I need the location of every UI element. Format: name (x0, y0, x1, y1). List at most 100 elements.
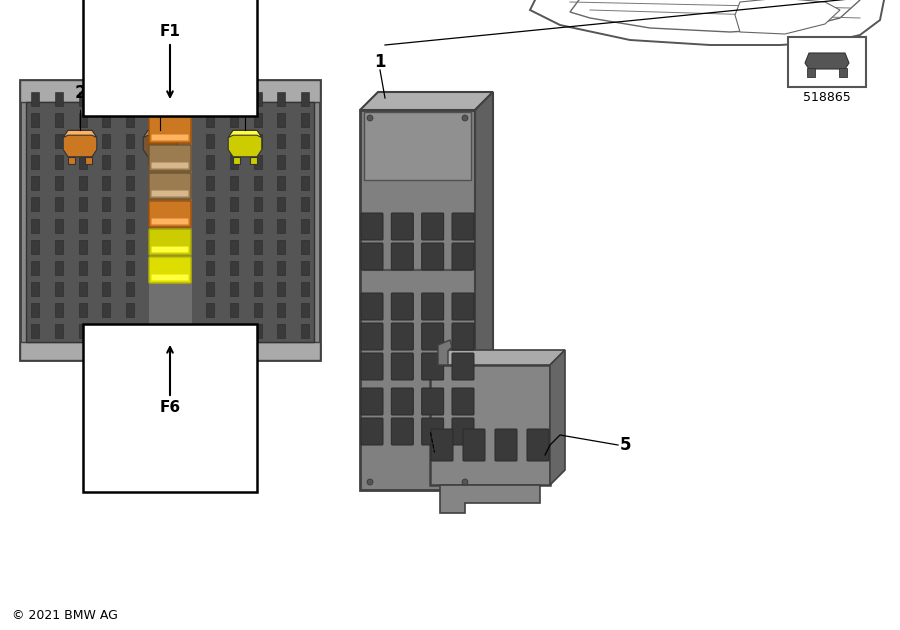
FancyBboxPatch shape (361, 418, 383, 445)
FancyBboxPatch shape (422, 213, 444, 240)
FancyBboxPatch shape (361, 243, 383, 270)
FancyBboxPatch shape (149, 145, 191, 171)
Bar (230, 282, 238, 296)
Bar (206, 282, 214, 296)
Polygon shape (735, 0, 840, 34)
Bar (126, 155, 134, 169)
Bar (55, 92, 63, 106)
Bar (301, 113, 309, 127)
Bar (254, 197, 262, 212)
Polygon shape (229, 130, 262, 157)
Bar (301, 134, 309, 148)
Bar (103, 197, 110, 212)
Bar (364, 112, 471, 180)
Bar (126, 134, 134, 148)
FancyBboxPatch shape (527, 429, 549, 461)
Text: © 2021 BMW AG: © 2021 BMW AG (12, 609, 118, 622)
FancyBboxPatch shape (392, 243, 413, 270)
Bar (277, 197, 285, 212)
Polygon shape (360, 110, 475, 490)
Bar (277, 134, 285, 148)
Bar (148, 102, 192, 342)
Circle shape (367, 115, 373, 121)
Bar (31, 176, 39, 190)
Bar (206, 92, 214, 106)
Bar (301, 282, 309, 296)
Bar (206, 219, 214, 232)
Bar (103, 282, 110, 296)
Bar (55, 113, 63, 127)
FancyBboxPatch shape (452, 418, 474, 445)
Bar (31, 92, 39, 106)
FancyBboxPatch shape (452, 323, 474, 350)
Bar (254, 134, 262, 148)
Bar (788, 37, 866, 87)
Bar (103, 219, 110, 232)
Bar (78, 239, 86, 254)
FancyBboxPatch shape (422, 323, 444, 350)
FancyBboxPatch shape (452, 213, 474, 240)
FancyBboxPatch shape (392, 388, 413, 415)
Bar (254, 155, 262, 169)
Bar (78, 113, 86, 127)
FancyBboxPatch shape (361, 388, 383, 415)
Polygon shape (229, 130, 262, 137)
Bar (301, 92, 309, 106)
Bar (126, 239, 134, 254)
Bar (31, 261, 39, 275)
FancyBboxPatch shape (392, 213, 413, 240)
FancyBboxPatch shape (149, 173, 191, 199)
Bar (20, 342, 320, 360)
Bar (254, 219, 262, 232)
Polygon shape (143, 130, 176, 157)
Bar (78, 219, 86, 232)
Bar (277, 261, 285, 275)
Bar (78, 282, 86, 296)
Bar (301, 239, 309, 254)
Text: F6: F6 (159, 401, 181, 416)
Bar (103, 113, 110, 127)
FancyBboxPatch shape (452, 388, 474, 415)
Bar (126, 282, 134, 296)
Bar (206, 134, 214, 148)
Bar (230, 197, 238, 212)
Bar (31, 303, 39, 317)
Bar (103, 134, 110, 148)
Text: 1: 1 (374, 53, 386, 71)
Bar (126, 324, 134, 338)
Bar (230, 92, 238, 106)
Circle shape (462, 479, 468, 485)
Polygon shape (63, 130, 97, 137)
Bar (55, 197, 63, 212)
Bar (301, 197, 309, 212)
Bar (31, 324, 39, 338)
Bar (31, 239, 39, 254)
Polygon shape (85, 157, 92, 164)
Bar (277, 324, 285, 338)
Bar (839, 68, 847, 77)
Bar (206, 303, 214, 317)
FancyBboxPatch shape (151, 163, 188, 168)
FancyBboxPatch shape (452, 353, 474, 380)
Bar (78, 134, 86, 148)
FancyBboxPatch shape (431, 429, 453, 461)
Bar (230, 176, 238, 190)
Bar (230, 113, 238, 127)
Bar (55, 303, 63, 317)
Polygon shape (550, 350, 565, 485)
Bar (103, 261, 110, 275)
Bar (126, 219, 134, 232)
Polygon shape (475, 92, 493, 490)
Bar (277, 113, 285, 127)
Bar (230, 134, 238, 148)
Polygon shape (430, 350, 565, 365)
FancyBboxPatch shape (151, 275, 188, 280)
Bar (103, 155, 110, 169)
Bar (78, 176, 86, 190)
Bar (230, 239, 238, 254)
Bar (103, 303, 110, 317)
Polygon shape (165, 157, 172, 164)
FancyBboxPatch shape (392, 293, 413, 320)
FancyBboxPatch shape (422, 243, 444, 270)
Bar (103, 92, 110, 106)
